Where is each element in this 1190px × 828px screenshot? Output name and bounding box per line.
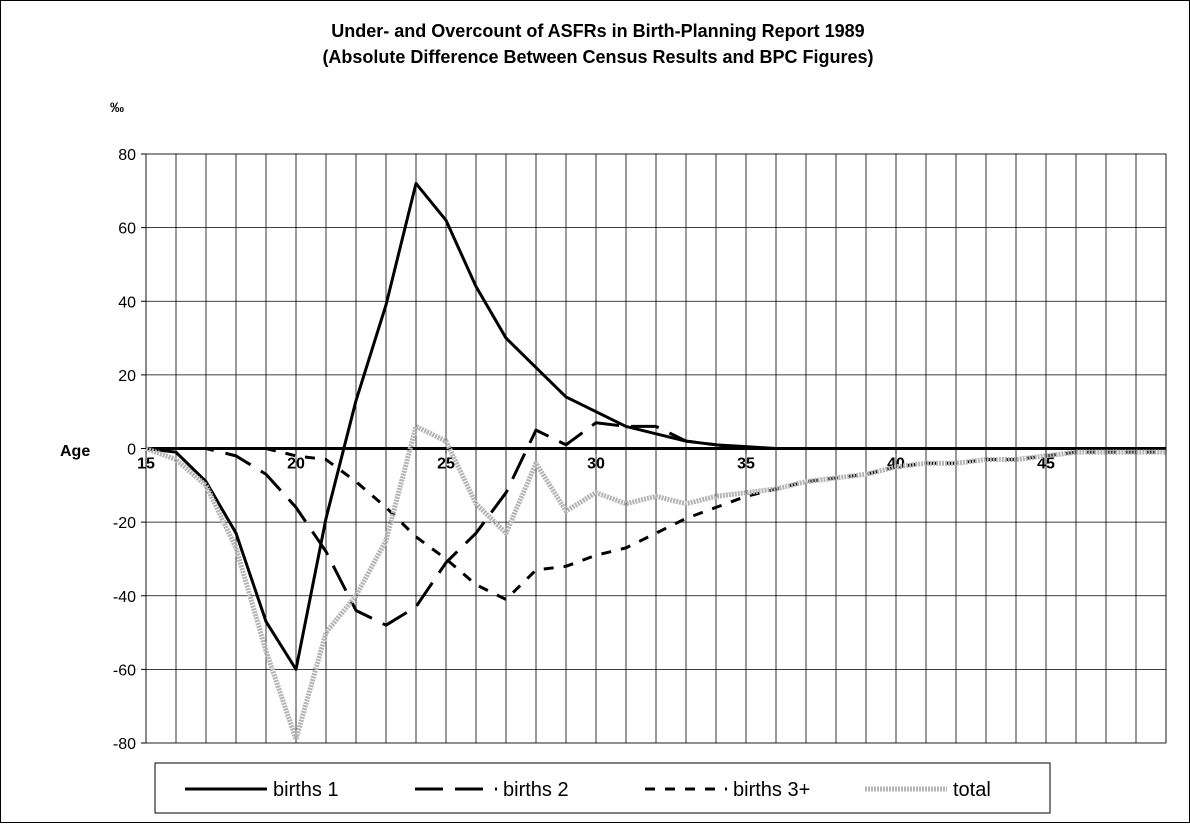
y-tick-label: -20 bbox=[113, 515, 136, 532]
x-axis-label: Age bbox=[60, 443, 90, 460]
x-tick-label: 20 bbox=[287, 456, 305, 473]
chart-title: Under- and Overcount of ASFRs in Birth-P… bbox=[331, 21, 864, 41]
series-line bbox=[145, 423, 1166, 742]
y-tick-label: -60 bbox=[113, 662, 136, 679]
legend-label: total bbox=[953, 779, 991, 801]
y-tick-label: 60 bbox=[118, 221, 136, 238]
y-tick-label: 40 bbox=[118, 294, 136, 311]
y-tick-label: 0 bbox=[127, 442, 136, 459]
x-tick-label: 25 bbox=[437, 456, 455, 473]
y-tick-label: -40 bbox=[113, 589, 136, 606]
x-tick-label: 45 bbox=[1037, 456, 1055, 473]
chart-subtitle: (Absolute Difference Between Census Resu… bbox=[322, 47, 873, 67]
y-axis-label: ‰ bbox=[110, 99, 124, 115]
legend-label: births 1 bbox=[273, 779, 339, 801]
legend-label: births 2 bbox=[503, 779, 569, 801]
y-tick-label: 80 bbox=[118, 147, 136, 164]
series-line bbox=[146, 421, 1166, 627]
x-tick-label: 35 bbox=[737, 456, 755, 473]
legend-label: births 3+ bbox=[733, 779, 810, 801]
y-tick-label: 20 bbox=[118, 368, 136, 385]
y-tick-label: -80 bbox=[113, 736, 136, 753]
x-tick-label: 15 bbox=[137, 456, 155, 473]
x-tick-label: 30 bbox=[587, 456, 605, 473]
legend-box bbox=[154, 762, 1051, 814]
